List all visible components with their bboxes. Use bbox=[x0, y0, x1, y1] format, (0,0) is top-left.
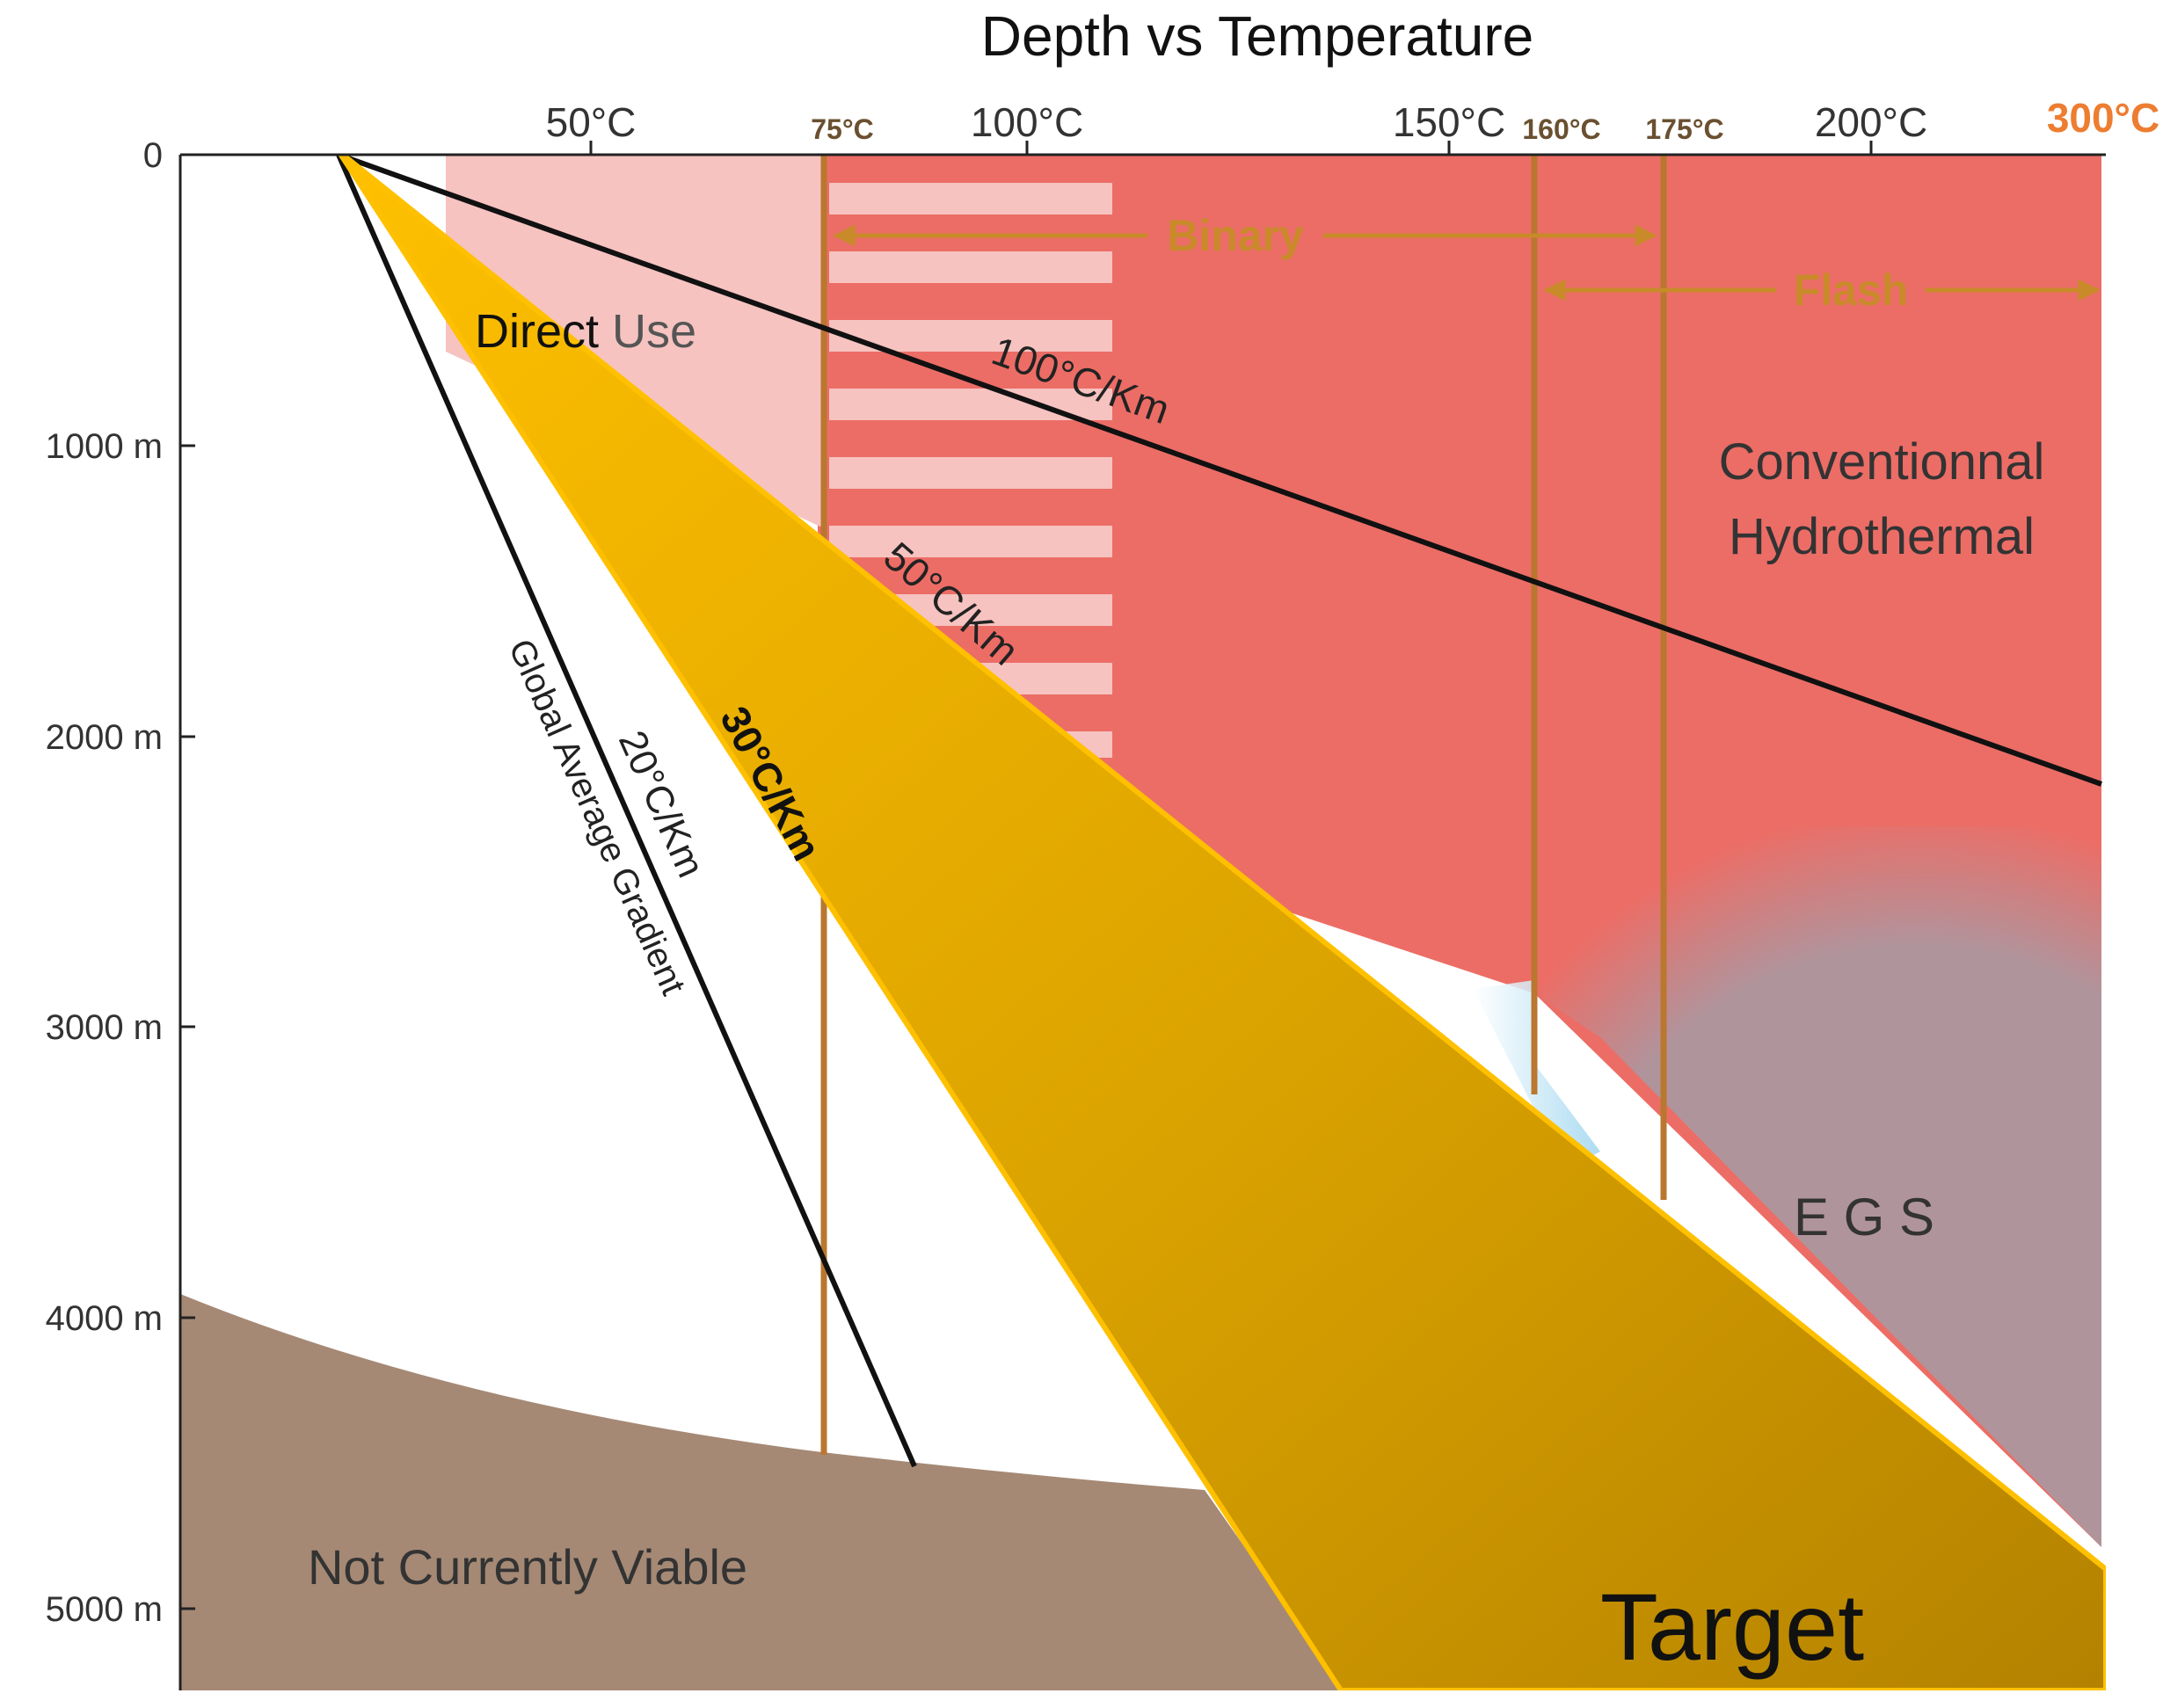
gradient-line-100 bbox=[337, 155, 2103, 787]
target-wedge bbox=[338, 155, 2106, 1690]
depth-tick-1000: 1000 m bbox=[46, 427, 163, 466]
direct-use-label-part1: Direct bbox=[475, 305, 599, 358]
depth-tick-marks bbox=[180, 153, 195, 1610]
depth-tick-0: 0 bbox=[143, 136, 163, 175]
conventional-label-line1: Conventionnal bbox=[1719, 433, 2045, 491]
diagram-title: Depth vs Temperature bbox=[981, 4, 1533, 68]
temp-tick-175: 175°C bbox=[1645, 113, 1723, 145]
not-viable-region bbox=[180, 1294, 1345, 1690]
temperature-tick-marks bbox=[589, 141, 1873, 155]
direct-use-label-part2: Use bbox=[599, 305, 696, 358]
depth-tick-labels: 0 1000 m 2000 m 3000 m 4000 m 5000 m bbox=[46, 136, 163, 1629]
target-label: Target bbox=[1600, 1574, 1864, 1680]
temp-tick-50: 50°C bbox=[546, 99, 637, 145]
depth-tick-3000: 3000 m bbox=[46, 1008, 163, 1047]
temp-tick-75: 75°C bbox=[811, 113, 874, 145]
egs-region bbox=[1534, 826, 2101, 1547]
depth-tick-5000: 5000 m bbox=[46, 1590, 163, 1629]
binary-label-bg bbox=[1147, 207, 1323, 262]
gradient-line-20 bbox=[336, 155, 917, 1468]
binary-range-label: Binary bbox=[1167, 211, 1304, 260]
depth-tick-4000: 4000 m bbox=[46, 1299, 163, 1338]
not-viable-label: Not Currently Viable bbox=[308, 1539, 747, 1595]
temp-tick-200: 200°C bbox=[1815, 99, 1927, 145]
conventional-label-line2: Hydrothermal bbox=[1729, 508, 2035, 565]
direct-use-region bbox=[446, 155, 822, 527]
egs-label: E G S bbox=[1794, 1188, 1934, 1246]
temp-tick-300: 300°C bbox=[2047, 95, 2159, 141]
temperature-tick-labels: 50°C 75°C 100°C 150°C 160°C 175°C 200°C … bbox=[546, 95, 2160, 145]
flash-range-label: Flash bbox=[1794, 265, 1909, 315]
direct-use-label: Direct Use bbox=[475, 305, 696, 358]
temp-tick-160: 160°C bbox=[1522, 113, 1600, 145]
temp-tick-100: 100°C bbox=[971, 99, 1083, 145]
temp-tick-150: 150°C bbox=[1393, 99, 1505, 145]
depth-tick-2000: 2000 m bbox=[46, 718, 163, 757]
flash-label-bg bbox=[1776, 262, 1926, 316]
